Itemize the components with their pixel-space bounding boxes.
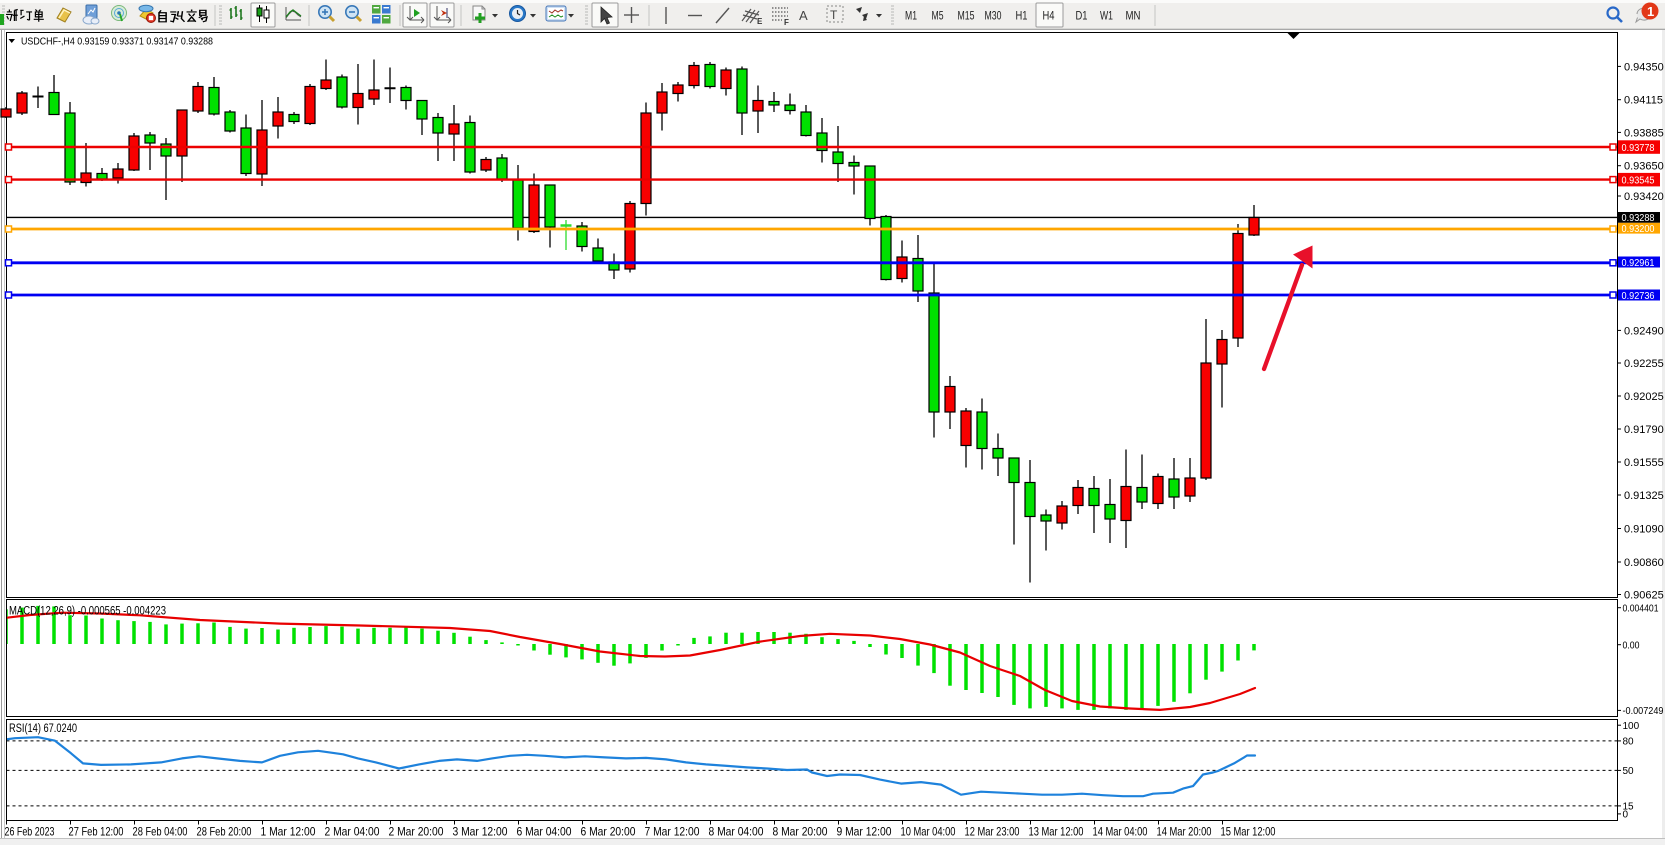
svg-text:0.93885: 0.93885 — [1624, 127, 1664, 139]
svg-text:2 Mar 04:00: 2 Mar 04:00 — [325, 825, 380, 839]
svg-text:0.91325: 0.91325 — [1624, 490, 1664, 502]
svg-text:0.92961: 0.92961 — [1622, 258, 1655, 269]
svg-text:0.91090: 0.91090 — [1624, 524, 1664, 536]
svg-text:3 Mar 12:00: 3 Mar 12:00 — [453, 825, 508, 839]
svg-text:M1: M1 — [905, 11, 917, 23]
svg-text:0.91555: 0.91555 — [1624, 457, 1664, 469]
svg-text:28 Feb 20:00: 28 Feb 20:00 — [197, 825, 252, 839]
svg-text:M30: M30 — [985, 11, 1002, 23]
svg-text:15 Mar 12:00: 15 Mar 12:00 — [1221, 825, 1276, 839]
svg-text:0.93200: 0.93200 — [1622, 224, 1655, 235]
svg-text:0.93778: 0.93778 — [1622, 143, 1655, 154]
svg-text:H4: H4 — [1043, 11, 1055, 23]
svg-text:0.91790: 0.91790 — [1624, 424, 1664, 436]
svg-text:0: 0 — [1623, 810, 1629, 821]
svg-text:8 Mar 04:00: 8 Mar 04:00 — [709, 825, 764, 839]
svg-text:F: F — [784, 18, 789, 27]
svg-text:0.94115: 0.94115 — [1624, 95, 1663, 107]
svg-text:50: 50 — [1623, 766, 1635, 777]
svg-text:12 Mar 23:00: 12 Mar 23:00 — [965, 825, 1020, 839]
svg-text:14 Mar 04:00: 14 Mar 04:00 — [1093, 825, 1148, 839]
svg-text:0.92736: 0.92736 — [1622, 291, 1655, 302]
svg-text:0.004401: 0.004401 — [1623, 603, 1659, 614]
svg-text:0.93420: 0.93420 — [1624, 191, 1664, 203]
svg-text:USDCHF-,H4 0.93159 0.93371 0.: USDCHF-,H4 0.93159 0.93371 0.93147 0.932… — [21, 36, 213, 48]
svg-text:1: 1 — [1647, 4, 1654, 19]
svg-text:M5: M5 — [932, 11, 944, 23]
svg-text:6 Mar 04:00: 6 Mar 04:00 — [517, 825, 572, 839]
svg-text:A: A — [799, 8, 808, 23]
svg-text:M15: M15 — [958, 11, 975, 23]
svg-text:H1: H1 — [1016, 11, 1028, 23]
svg-text:T: T — [830, 8, 838, 22]
svg-text:0.00: 0.00 — [1623, 640, 1640, 651]
svg-text:E: E — [757, 17, 763, 26]
svg-text:27 Feb 12:00: 27 Feb 12:00 — [69, 825, 124, 839]
svg-text:100: 100 — [1623, 721, 1640, 732]
svg-text:0.90860: 0.90860 — [1624, 557, 1664, 569]
svg-text:2 Mar 20:00: 2 Mar 20:00 — [389, 825, 444, 839]
svg-text:7 Mar 12:00: 7 Mar 12:00 — [645, 825, 700, 839]
svg-text:8 Mar 20:00: 8 Mar 20:00 — [773, 825, 828, 839]
svg-text:0.92490: 0.92490 — [1624, 325, 1664, 337]
svg-text:9 Mar 12:00: 9 Mar 12:00 — [837, 825, 892, 839]
svg-text:14 Mar 20:00: 14 Mar 20:00 — [1157, 825, 1212, 839]
svg-text:MN: MN — [1126, 11, 1141, 23]
svg-text:26 Feb 2023: 26 Feb 2023 — [5, 825, 55, 839]
svg-text:80: 80 — [1623, 737, 1635, 748]
svg-text:0.94350: 0.94350 — [1624, 61, 1664, 73]
svg-text:6 Mar 20:00: 6 Mar 20:00 — [581, 825, 636, 839]
svg-text:0.92255: 0.92255 — [1624, 358, 1664, 370]
svg-text:RSI(14) 67.0240: RSI(14) 67.0240 — [9, 723, 77, 735]
svg-text:0.90625: 0.90625 — [1624, 590, 1664, 602]
svg-text:10 Mar 04:00: 10 Mar 04:00 — [901, 825, 956, 839]
svg-text:MACD(12,26,9) -0.000565 -0.004: MACD(12,26,9) -0.000565 -0.004223 — [9, 605, 166, 617]
svg-text:W1: W1 — [1100, 11, 1113, 23]
svg-text:15: 15 — [1623, 802, 1635, 813]
svg-text:13 Mar 12:00: 13 Mar 12:00 — [1029, 825, 1084, 839]
svg-text:D1: D1 — [1076, 11, 1088, 23]
svg-text:0.93650: 0.93650 — [1624, 161, 1664, 173]
svg-text:0.92025: 0.92025 — [1624, 391, 1664, 403]
svg-text:0.93288: 0.93288 — [1622, 213, 1655, 224]
svg-text:-0.007249: -0.007249 — [1623, 706, 1664, 717]
svg-text:1 Mar 12:00: 1 Mar 12:00 — [261, 825, 316, 839]
svg-text:0.93545: 0.93545 — [1622, 175, 1655, 186]
svg-text:28 Feb 04:00: 28 Feb 04:00 — [133, 825, 188, 839]
